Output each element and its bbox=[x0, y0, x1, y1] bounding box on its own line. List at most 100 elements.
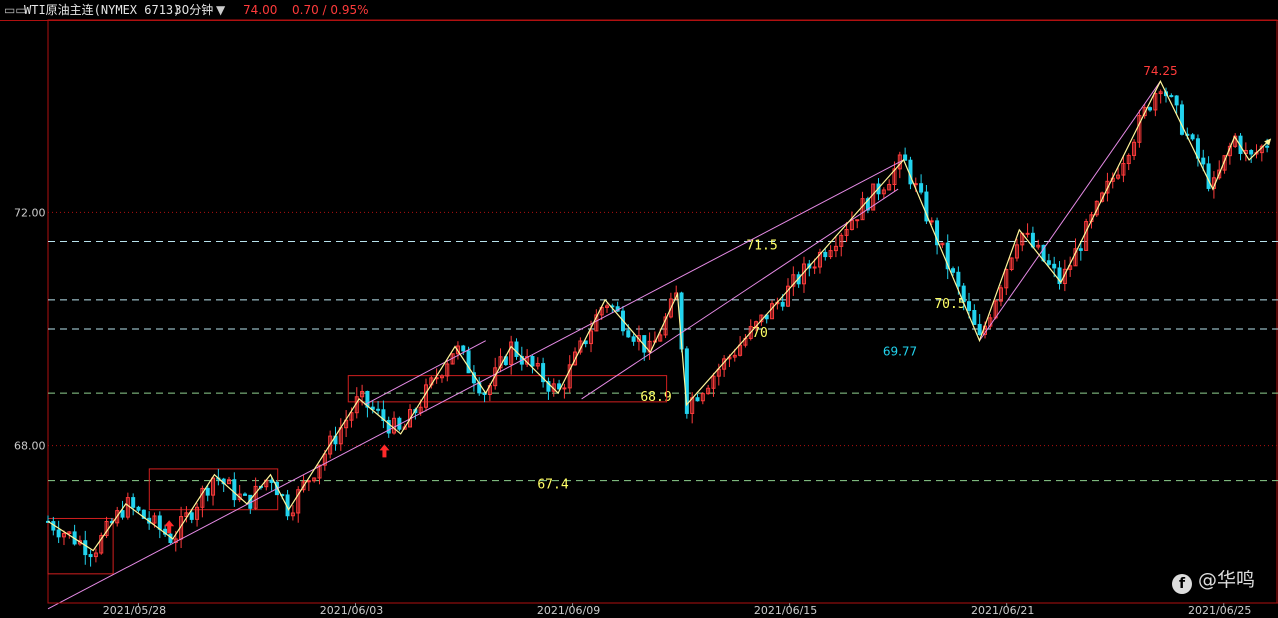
candle-body bbox=[711, 375, 716, 389]
candle-body bbox=[786, 285, 791, 307]
candle-body bbox=[211, 477, 216, 496]
candle-body bbox=[732, 354, 737, 358]
candle-body bbox=[865, 198, 870, 211]
up-arrow-icon bbox=[164, 520, 175, 534]
candle-body bbox=[562, 387, 567, 390]
price-annotation: 74.25 bbox=[1143, 64, 1177, 78]
candle-body bbox=[557, 383, 562, 390]
candle-body bbox=[445, 363, 450, 377]
candle-body bbox=[972, 309, 977, 325]
candle-body bbox=[945, 242, 950, 270]
candle-body bbox=[253, 485, 258, 509]
weibo-icon: f bbox=[1172, 574, 1192, 594]
candle-body bbox=[663, 316, 668, 336]
candle-body bbox=[684, 348, 689, 414]
candle-body bbox=[1014, 244, 1019, 259]
candle-body bbox=[1105, 180, 1110, 194]
candle-body bbox=[839, 234, 844, 247]
candle-body bbox=[695, 397, 700, 402]
candle-body bbox=[1222, 155, 1227, 171]
candle-body bbox=[205, 487, 210, 496]
candle-body bbox=[1206, 163, 1211, 189]
candle-body bbox=[903, 154, 908, 161]
candle-body bbox=[860, 198, 865, 221]
channel-lines bbox=[47, 80, 1161, 610]
candle-body bbox=[589, 330, 594, 345]
candle-body bbox=[940, 242, 945, 246]
candle-body bbox=[855, 219, 860, 222]
candle-body bbox=[919, 183, 924, 193]
price-annotation: 69.77 bbox=[883, 344, 917, 358]
candle-body bbox=[1148, 107, 1153, 111]
candle-body bbox=[871, 183, 876, 211]
candle-body bbox=[514, 341, 519, 357]
window-toggle-icon[interactable]: ▭▭ bbox=[4, 3, 27, 17]
channel-line bbox=[581, 188, 899, 400]
candle-body bbox=[988, 317, 993, 327]
candle-body bbox=[349, 412, 354, 421]
candle-body bbox=[136, 506, 141, 511]
candle-body bbox=[1153, 93, 1158, 111]
consolidation-boxes bbox=[47, 375, 668, 575]
watermark-text: @华鸣 bbox=[1198, 569, 1256, 591]
candle-body bbox=[631, 336, 636, 342]
candle-body bbox=[913, 183, 918, 186]
candle-body bbox=[530, 356, 535, 367]
candle-body bbox=[977, 323, 982, 335]
level-label: 70.5 bbox=[934, 297, 965, 312]
candle-body bbox=[227, 479, 232, 485]
candle-body bbox=[546, 381, 551, 392]
candle-body bbox=[61, 532, 66, 538]
candle-body bbox=[376, 408, 381, 411]
candle-body bbox=[509, 341, 514, 366]
chevron-down-icon[interactable]: ▼ bbox=[216, 3, 226, 17]
candle-body bbox=[700, 393, 705, 402]
candle-body bbox=[125, 497, 130, 518]
candle-body bbox=[844, 229, 849, 236]
candle-body bbox=[924, 191, 929, 222]
candle-body bbox=[439, 375, 444, 379]
candle-body bbox=[360, 390, 365, 398]
candle-body bbox=[573, 351, 578, 366]
candle-body bbox=[1249, 149, 1254, 155]
candle-body bbox=[998, 287, 1003, 302]
candle-body bbox=[269, 479, 274, 483]
candle-body bbox=[668, 298, 673, 318]
candle-body bbox=[200, 487, 205, 508]
candle-body bbox=[567, 364, 572, 389]
candle-body bbox=[466, 350, 471, 374]
candle-body bbox=[541, 363, 546, 383]
candle-body bbox=[232, 479, 237, 501]
candle-body bbox=[951, 268, 956, 273]
candle-body bbox=[887, 183, 892, 191]
author-watermark: f @华鸣 bbox=[1172, 565, 1255, 594]
candle-body bbox=[455, 345, 460, 355]
candle-body bbox=[636, 335, 641, 342]
x-tick-label: 2021/06/25 bbox=[1188, 604, 1251, 617]
candle-body bbox=[301, 481, 306, 491]
level-label: 71.5 bbox=[746, 239, 777, 254]
candle-body bbox=[56, 529, 61, 538]
period-selector[interactable]: 30分钟 bbox=[174, 3, 214, 17]
candle-body bbox=[817, 251, 822, 268]
candle-body bbox=[1179, 104, 1184, 135]
x-tick-label: 2021/05/28 bbox=[103, 604, 166, 617]
candle-body bbox=[493, 367, 498, 387]
candle-body bbox=[1142, 107, 1147, 117]
candle-body bbox=[83, 540, 88, 556]
candles bbox=[46, 87, 1270, 567]
y-tick-label: 72.00 bbox=[14, 206, 46, 219]
instrument-title[interactable]: WTI原油主连(NYMEX 6713) bbox=[24, 3, 181, 17]
candle-body bbox=[780, 301, 785, 307]
candle-body bbox=[418, 406, 423, 414]
channel-line bbox=[47, 159, 904, 610]
channel-line bbox=[364, 340, 486, 406]
candle-body bbox=[157, 515, 162, 530]
candle-body bbox=[935, 220, 940, 246]
candle-body bbox=[929, 220, 934, 223]
annotations: 74.25 69.77 bbox=[164, 64, 1178, 534]
candle-body bbox=[386, 420, 391, 434]
candle-body bbox=[1132, 141, 1137, 156]
